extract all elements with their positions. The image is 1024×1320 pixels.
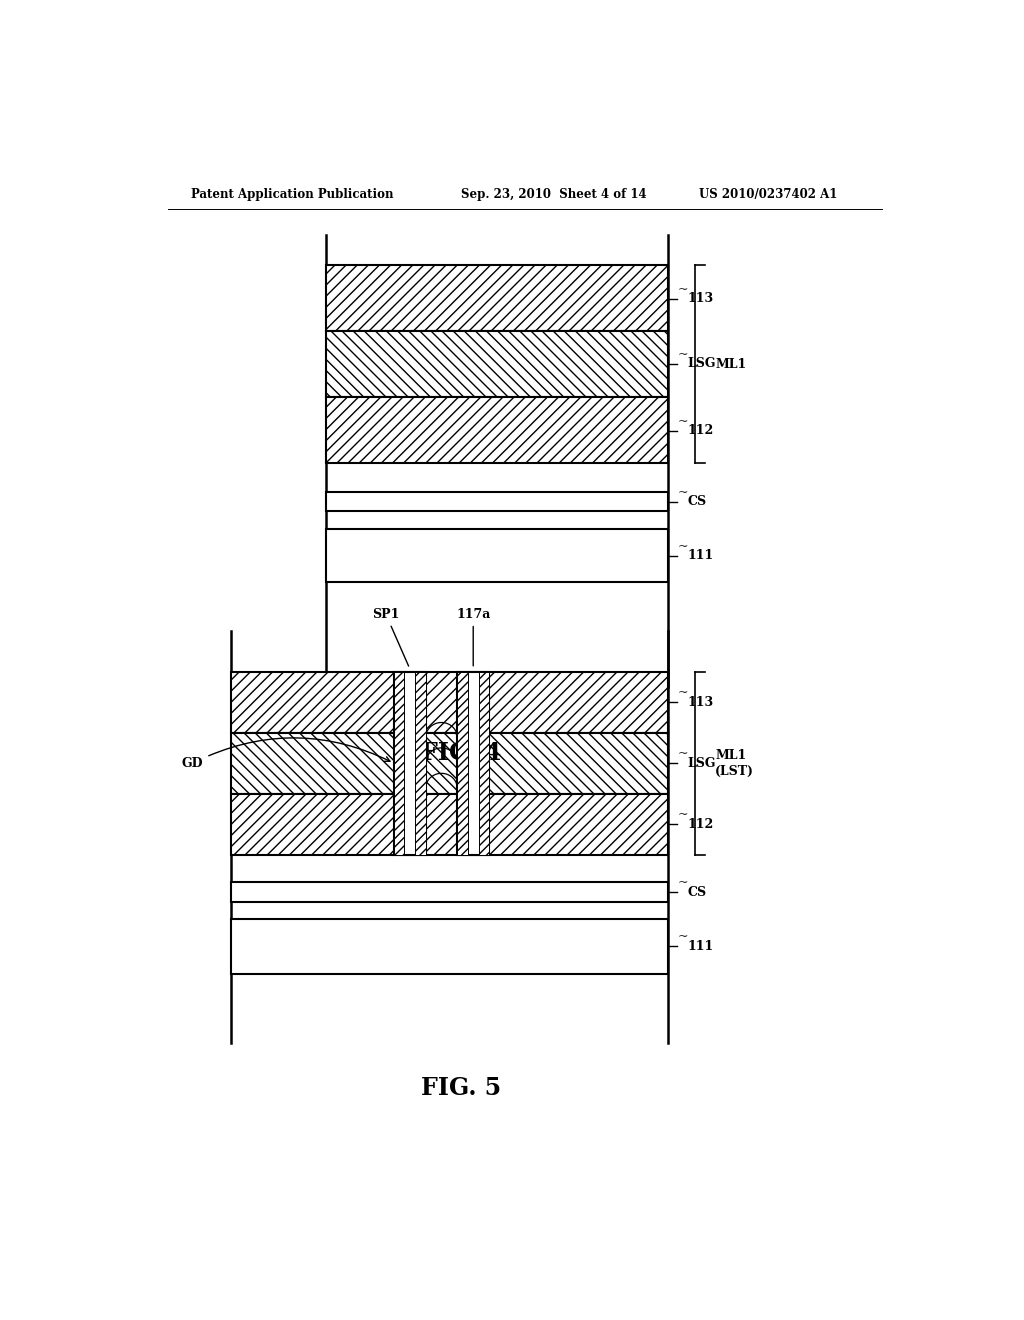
Text: 113: 113 [687, 292, 714, 305]
Bar [458, 672, 468, 854]
Text: ~: ~ [678, 540, 688, 553]
Text: Sep. 23, 2010  Sheet 4 of 14: Sep. 23, 2010 Sheet 4 of 14 [461, 189, 647, 202]
Text: 112: 112 [687, 424, 714, 437]
Text: ~: ~ [678, 686, 688, 700]
Text: Patent Application Publication: Patent Application Publication [191, 189, 394, 202]
Text: ~: ~ [678, 282, 688, 296]
Text: LSG: LSG [687, 358, 716, 370]
Bar [458, 672, 489, 854]
Bar [479, 672, 489, 854]
Bar [394, 672, 404, 854]
Text: 111: 111 [687, 940, 714, 953]
Text: 117a: 117a [456, 609, 490, 665]
Text: 111: 111 [687, 549, 714, 562]
Text: ML1: ML1 [715, 358, 746, 371]
Bar [327, 492, 668, 511]
Text: ~: ~ [678, 347, 688, 360]
Text: FIG. 4: FIG. 4 [421, 741, 502, 766]
Bar [416, 672, 426, 854]
Bar [327, 331, 668, 397]
Text: LSG: LSG [687, 756, 716, 770]
Bar [327, 265, 668, 331]
Text: ~: ~ [678, 931, 688, 942]
Bar [327, 397, 668, 463]
Text: CS: CS [687, 495, 707, 508]
Text: SP1: SP1 [373, 609, 409, 667]
Text: FIG. 5: FIG. 5 [421, 1076, 502, 1101]
Bar [231, 793, 668, 854]
Bar [327, 529, 668, 582]
Bar [231, 672, 668, 733]
Text: CS: CS [687, 886, 707, 899]
Text: 112: 112 [687, 817, 714, 830]
Bar [231, 733, 668, 793]
Text: ~: ~ [678, 414, 688, 428]
Text: GD: GD [182, 738, 390, 770]
Bar [394, 672, 426, 854]
Bar [231, 882, 668, 903]
Text: ~: ~ [678, 876, 688, 890]
Text: ~: ~ [678, 747, 688, 760]
Bar [231, 919, 668, 974]
Text: ~: ~ [678, 486, 688, 499]
Text: 113: 113 [687, 696, 714, 709]
Text: US 2010/0237402 A1: US 2010/0237402 A1 [699, 189, 838, 202]
Text: ML1
(LST): ML1 (LST) [715, 748, 755, 777]
Text: ~: ~ [678, 808, 688, 821]
